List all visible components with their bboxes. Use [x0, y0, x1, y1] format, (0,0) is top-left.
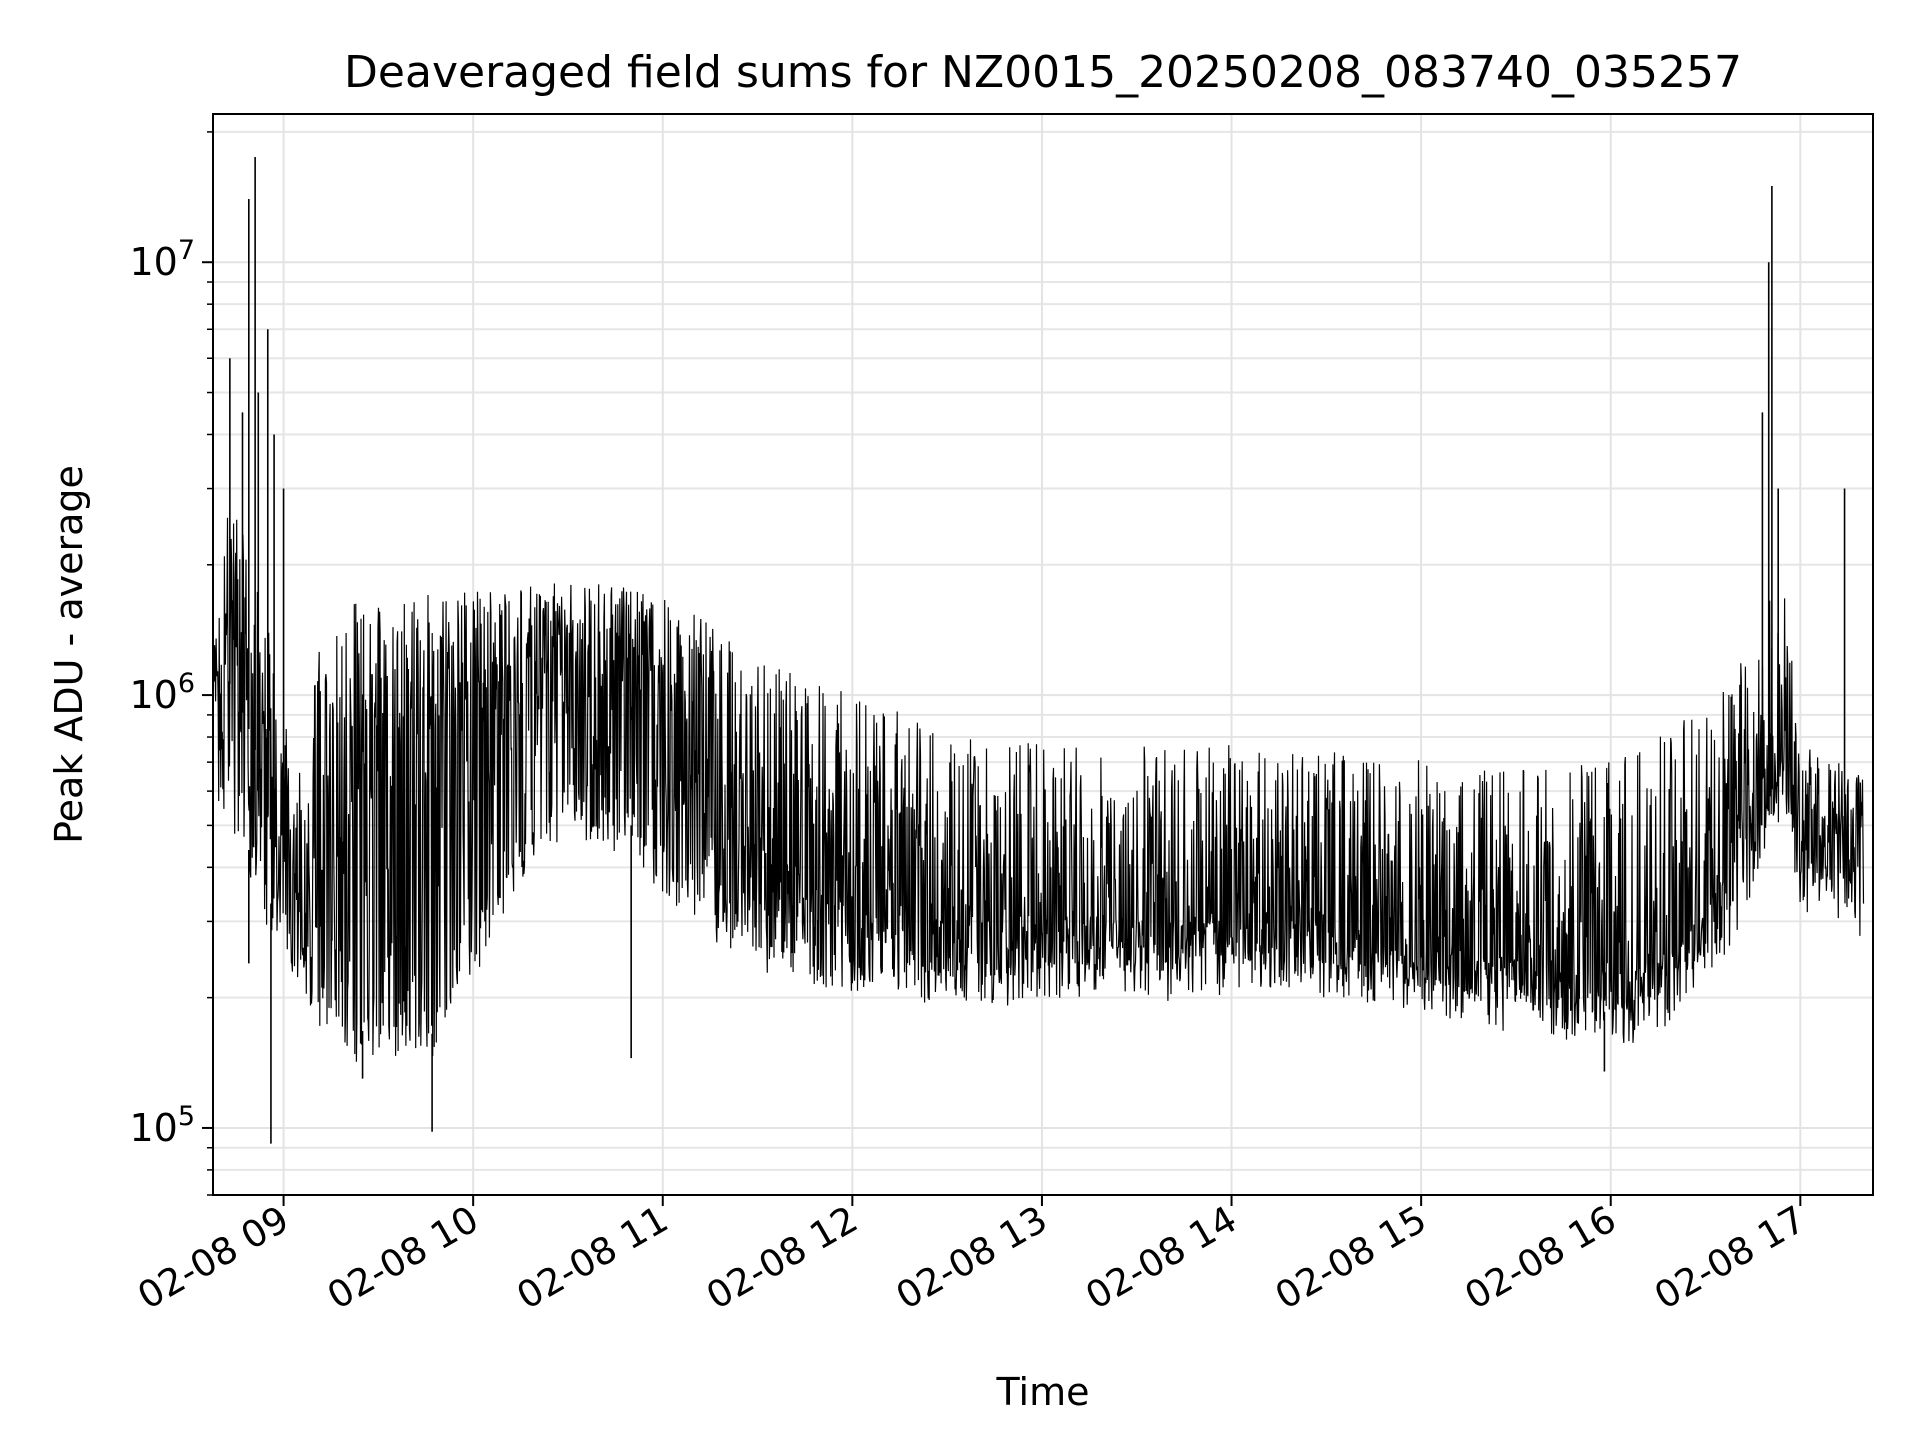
y-tick-label: 106 [129, 668, 195, 717]
plot-frame [212, 113, 1874, 1196]
y-axis-label: Peak ADU - average [47, 465, 91, 844]
x-axis-label: Time [996, 1370, 1090, 1414]
chart-title: Deaveraged field sums for NZ0015_2025020… [344, 47, 1742, 98]
y-tick-label: 107 [129, 235, 195, 284]
series-line [213, 517, 1865, 1062]
y-tick-label: 105 [129, 1101, 195, 1150]
series-layer [213, 157, 1865, 1144]
